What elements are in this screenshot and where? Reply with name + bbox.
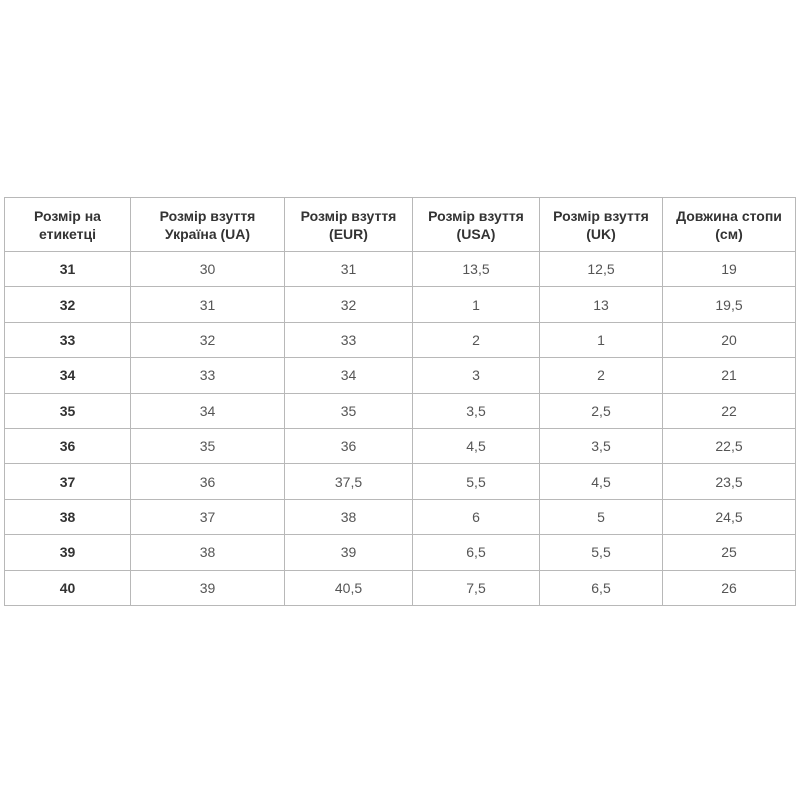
table-cell: 32 (130, 321, 285, 359)
table-cell: 1 (539, 321, 663, 359)
table-cell: 2 (539, 357, 663, 394)
table-cell: 6,5 (412, 534, 540, 571)
table-row: 33 32 33 2 1 20 (4, 321, 796, 359)
column-header: Розмір взуття (UK) (539, 197, 663, 252)
label-size-cell: 34 (4, 357, 131, 394)
table-cell: 13,5 (412, 250, 540, 288)
table-cell: 2,5 (539, 392, 663, 429)
label-size-cell: 36 (4, 427, 131, 465)
table-row: 31 30 31 13,5 12,5 19 (4, 250, 796, 288)
table-cell: 3,5 (539, 427, 663, 465)
table-cell: 36 (130, 463, 285, 500)
table-cell: 23,5 (662, 463, 796, 500)
table-cell: 19,5 (662, 286, 796, 323)
table-row: 39 38 39 6,5 5,5 25 (4, 534, 796, 571)
table-cell: 39 (130, 569, 285, 606)
table-cell: 39 (284, 534, 413, 571)
table-cell: 12,5 (539, 250, 663, 288)
table-cell: 35 (130, 427, 285, 465)
table-row: 36 35 36 4,5 3,5 22,5 (4, 427, 796, 465)
table-cell: 24,5 (662, 498, 796, 536)
table-row: 35 34 35 3,5 2,5 22 (4, 392, 796, 429)
table-cell: 2 (412, 321, 540, 359)
header-row: Розмір на етикетці Розмір взуття Україна … (4, 197, 796, 252)
table-cell: 32 (284, 286, 413, 323)
table-cell: 33 (130, 357, 285, 394)
column-header: Розмір взуття (EUR) (284, 197, 413, 252)
table-cell: 33 (284, 321, 413, 359)
table-cell: 35 (284, 392, 413, 429)
table-cell: 6 (412, 498, 540, 536)
label-size-cell: 33 (4, 321, 131, 359)
table-cell: 26 (662, 569, 796, 606)
column-header: Розмір взуття (USA) (412, 197, 540, 252)
table-cell: 31 (130, 286, 285, 323)
table-row: 32 31 32 1 13 19,5 (4, 286, 796, 323)
table-cell: 1 (412, 286, 540, 323)
table-cell: 21 (662, 357, 796, 394)
table-cell: 3,5 (412, 392, 540, 429)
table-cell: 4,5 (539, 463, 663, 500)
table-row: 34 33 34 3 2 21 (4, 357, 796, 394)
label-size-cell: 39 (4, 534, 131, 571)
table-cell: 13 (539, 286, 663, 323)
table-row: 37 36 37,5 5,5 4,5 23,5 (4, 463, 796, 500)
table-cell: 38 (130, 534, 285, 571)
label-size-cell: 35 (4, 392, 131, 429)
table-cell: 34 (284, 357, 413, 394)
size-chart-table: Розмір на етикетці Розмір взуття Україна … (4, 197, 796, 606)
table-cell: 3 (412, 357, 540, 394)
table-cell: 25 (662, 534, 796, 571)
table-cell: 5,5 (539, 534, 663, 571)
table-cell: 19 (662, 250, 796, 288)
label-size-cell: 32 (4, 286, 131, 323)
label-size-cell: 37 (4, 463, 131, 500)
table-cell: 4,5 (412, 427, 540, 465)
table-cell: 36 (284, 427, 413, 465)
table-cell: 6,5 (539, 569, 663, 606)
table-cell: 37 (130, 498, 285, 536)
table-row: 40 39 40,5 7,5 6,5 26 (4, 569, 796, 606)
table-cell: 31 (284, 250, 413, 288)
table-cell: 20 (662, 321, 796, 359)
table-cell: 37,5 (284, 463, 413, 500)
column-header: Розмір взуття Україна (UA) (130, 197, 285, 252)
label-size-cell: 40 (4, 569, 131, 606)
label-size-cell: 38 (4, 498, 131, 536)
column-header: Довжина стопи (см) (662, 197, 796, 252)
table-row: 38 37 38 6 5 24,5 (4, 498, 796, 536)
column-header: Розмір на етикетці (4, 197, 131, 252)
table-cell: 5 (539, 498, 663, 536)
table-cell: 34 (130, 392, 285, 429)
table-cell: 30 (130, 250, 285, 288)
table-cell: 22,5 (662, 427, 796, 465)
table-cell: 7,5 (412, 569, 540, 606)
label-size-cell: 31 (4, 250, 131, 288)
table-cell: 38 (284, 498, 413, 536)
table-cell: 22 (662, 392, 796, 429)
table-cell: 40,5 (284, 569, 413, 606)
table-cell: 5,5 (412, 463, 540, 500)
